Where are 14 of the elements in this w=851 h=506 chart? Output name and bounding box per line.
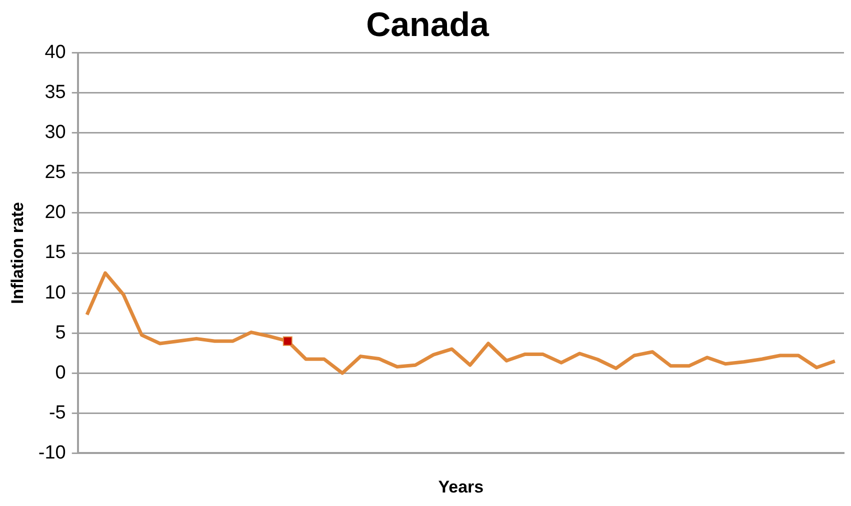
y-tick-label: 20 [44,202,66,224]
y-tick-label: 10 [44,282,66,304]
y-tick-label: 5 [55,322,66,344]
chart-title: Canada [366,6,490,44]
y-tick-label: 25 [44,162,66,184]
y-tick-label: 40 [44,42,66,64]
y-tick-label: 0 [55,362,66,384]
y-tick-label: 15 [44,242,66,264]
y-tick-label: -10 [38,442,66,464]
x-axis-title: Years [438,477,484,496]
y-tick-label: 35 [44,82,66,104]
y-tick-label: 30 [44,122,66,144]
y-tick-label: -5 [48,402,66,424]
y-axis-title: Inflation rate [8,202,27,304]
